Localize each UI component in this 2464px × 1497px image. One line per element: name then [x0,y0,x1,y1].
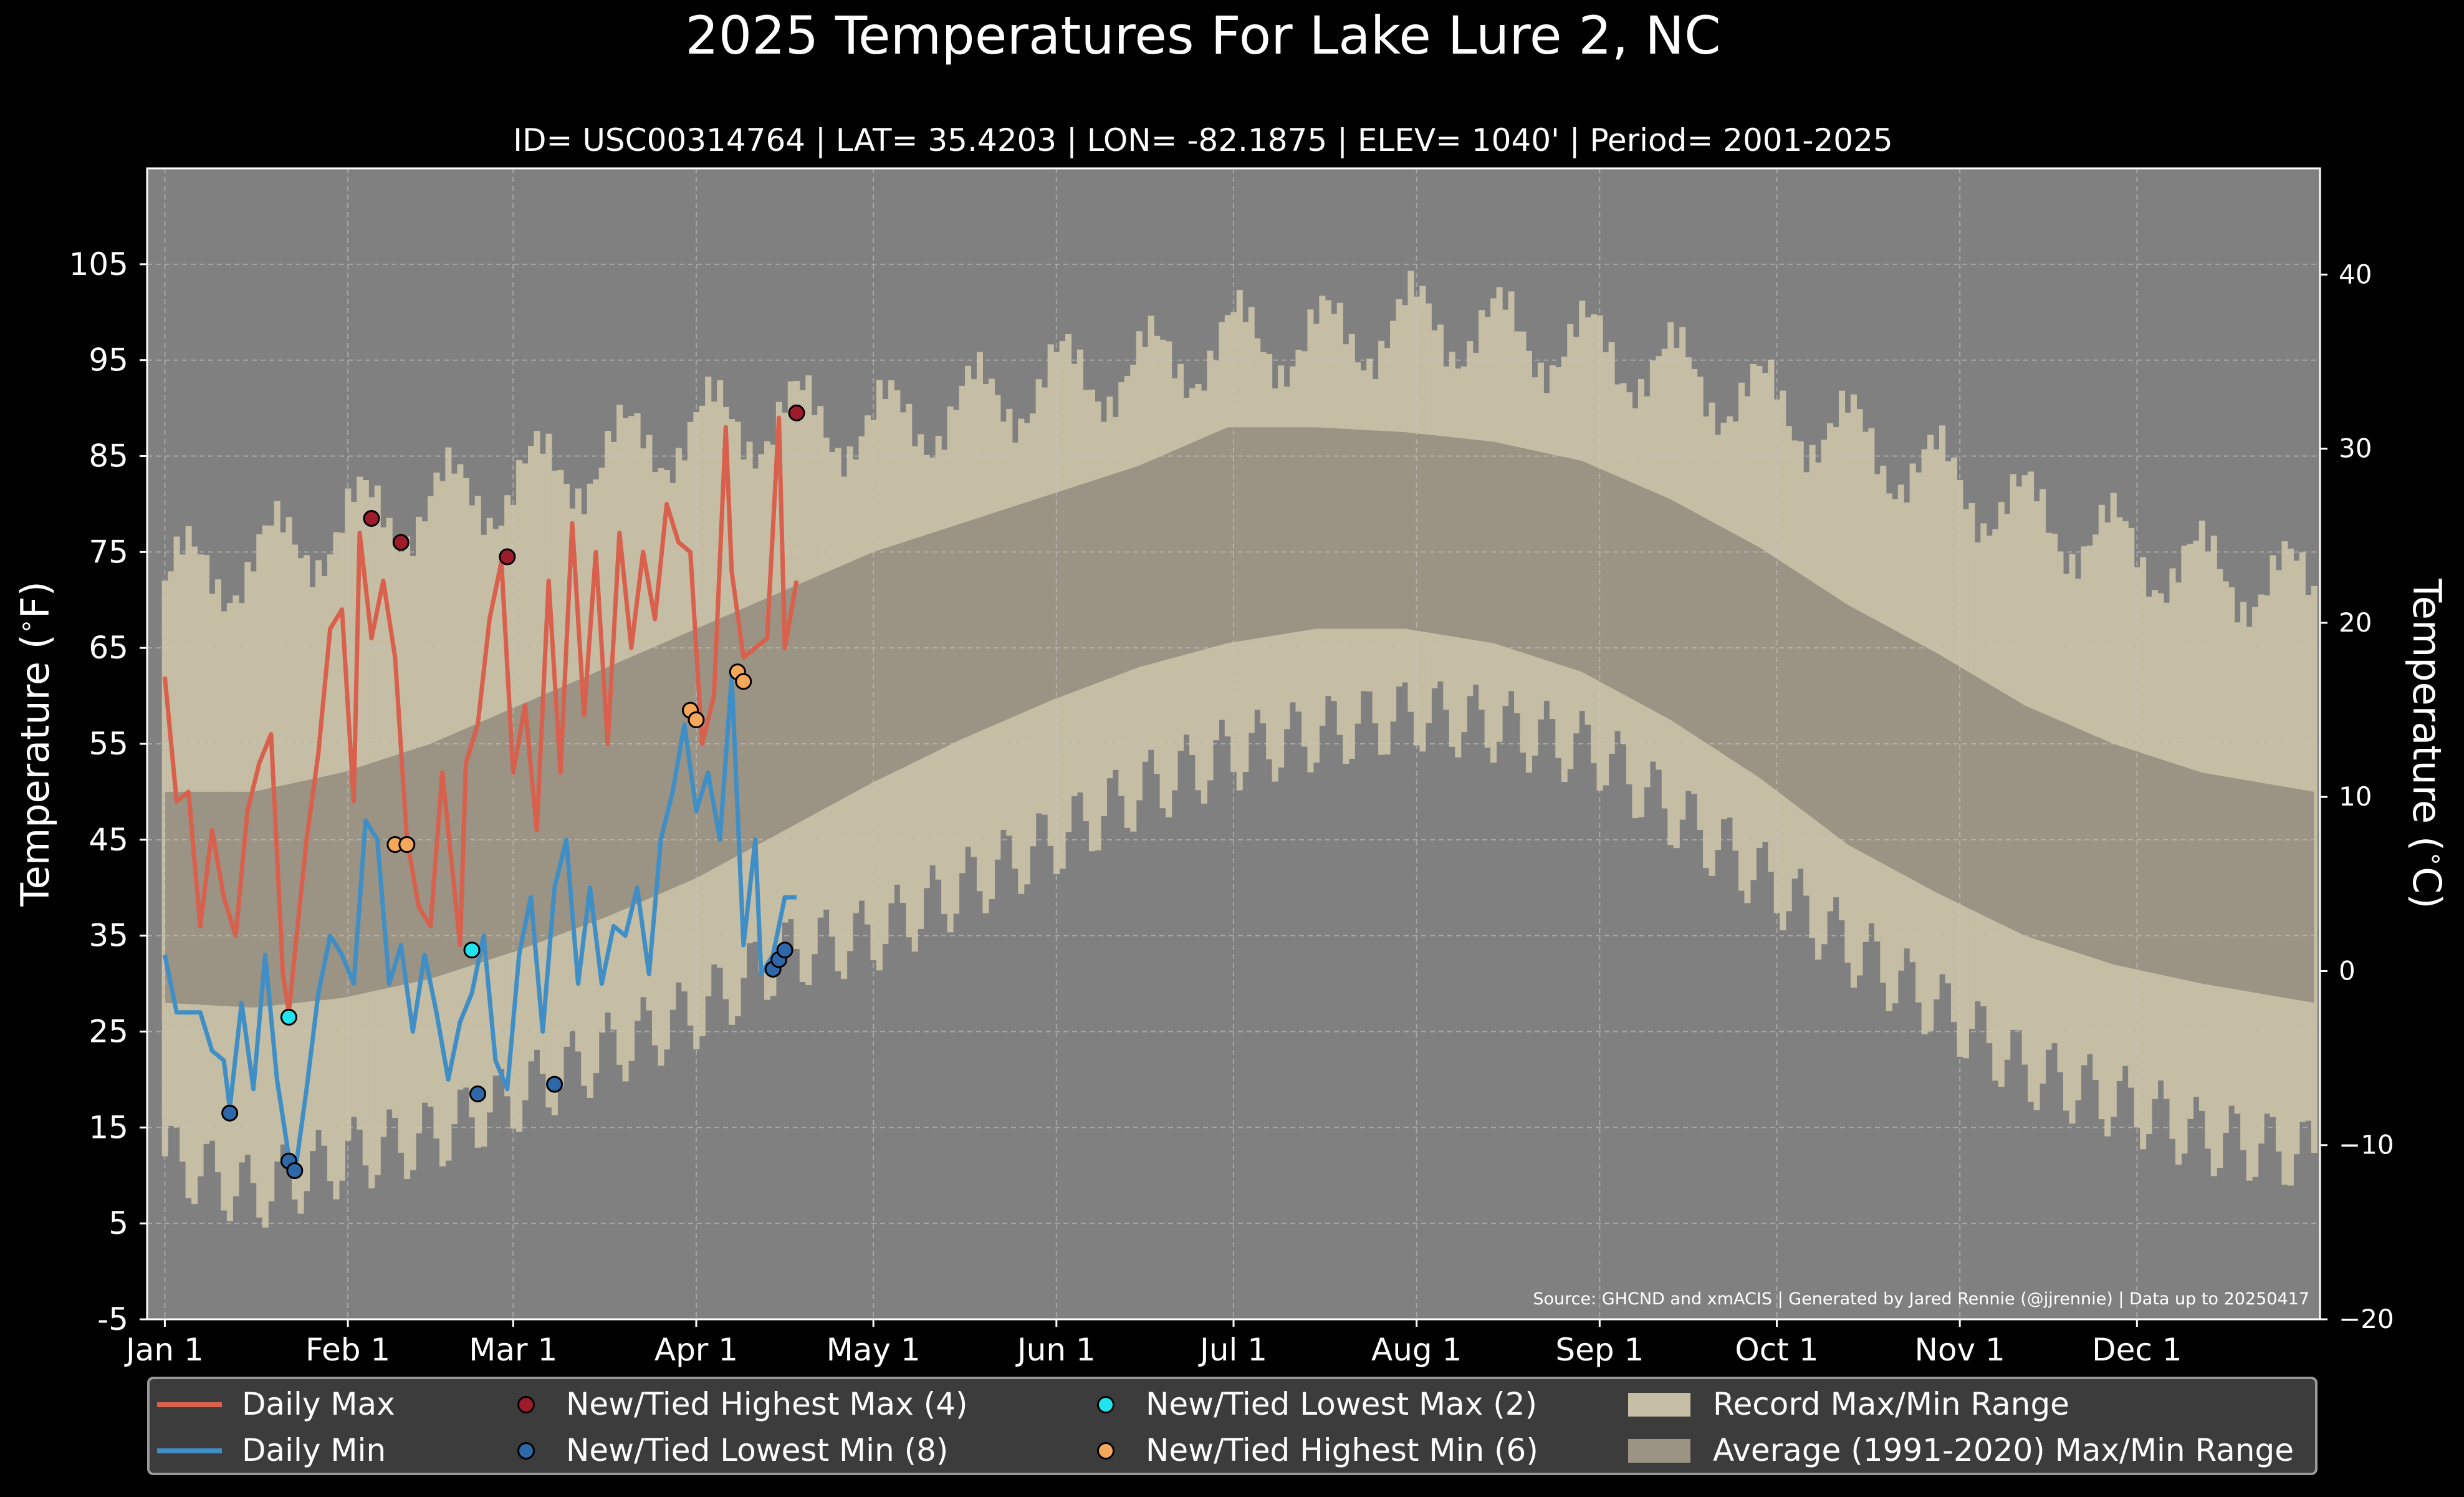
legend-marker-low-max [1097,1396,1115,1413]
legend-marker-high-max [517,1396,535,1413]
highest-min-marker [735,673,752,690]
lowest-min-marker [546,1076,563,1093]
legend-item-record-range: Record Max/Min Range [1621,1384,2069,1424]
legend-item-average-range: Average (1991-2020) Max/Min Range [1621,1430,2294,1470]
daily-min-line [162,674,797,1178]
x-tick-label: Sep 1 [1555,1332,1644,1368]
legend-swatch-record-range [1628,1393,1690,1417]
lowest-max-marker [280,1008,297,1026]
x-tick-label: Jul 1 [1198,1332,1267,1368]
highest-min-marker [398,836,416,854]
y2-tick-label: 40 [2339,259,2372,289]
legend-label-low-min: New/Tied Lowest Min (8) [566,1432,949,1468]
y-tick-label: 45 [89,822,128,858]
x-tick-label: Aug 1 [1371,1332,1462,1368]
y-tick-label: 55 [89,726,128,762]
x-tick-label: Jun 1 [1015,1332,1096,1368]
legend-marker-low-min [517,1442,535,1460]
record-range-bar [2311,585,2318,1153]
y-axis-label: Temperature (∘F) [12,581,58,907]
legend-label-high-max: New/Tied Highest Max (4) [566,1386,968,1422]
y2-axis-label: Temperature (∘C) [2404,578,2450,908]
lowest-min-marker [221,1104,239,1122]
legend-marker-high-min [1097,1442,1115,1460]
legend-swatch-average-range [1628,1439,1690,1463]
lowest-min-marker [469,1085,486,1102]
x-tick-label: Jan 1 [124,1332,204,1368]
daily-max-line [162,415,799,1015]
chart-subtitle: ID= USC00314764 | LAT= 35.4203 | LON= -8… [513,122,1893,158]
x-tick-label: Apr 1 [654,1332,738,1368]
legend-item-low-max: New/Tied Lowest Max (2) [1053,1384,1537,1424]
legend-label-daily-max: Daily Max [242,1386,395,1422]
highest-max-marker [499,548,516,566]
legend-label-high-min: New/Tied Highest Min (6) [1146,1432,1538,1468]
y2-tick-label: −10 [2339,1130,2394,1160]
legend-label-low-max: New/Tied Lowest Max (2) [1146,1386,1538,1422]
y-tick-label: 15 [89,1109,128,1145]
y-tick-label: 105 [69,246,128,282]
y-tick-label: 25 [89,1014,128,1050]
legend-label-record-range: Record Max/Min Range [1713,1386,2069,1422]
y2-tick-label: 30 [2339,433,2372,464]
x-tick-label: Nov 1 [1915,1332,2005,1368]
y-tick-label: 5 [108,1205,128,1241]
y2-tick-label: −20 [2339,1304,2394,1334]
highest-max-marker [788,404,805,421]
legend-item-low-min: New/Tied Lowest Min (8) [474,1430,948,1470]
source-note: Source: GHCND and xmACIS | Generated by … [1533,1289,2309,1309]
y2-tick-label: 20 [2339,607,2372,638]
chart-legend: Daily Max Daily Min New/Tied Highest Max… [147,1377,2318,1475]
legend-swatch-daily-max [157,1402,222,1407]
chart-title: 2025 Temperatures For Lake Lure 2, NC [685,5,1721,66]
y-tick-label: 95 [89,342,128,378]
highest-max-marker [392,534,410,551]
lowest-min-marker [286,1162,304,1180]
legend-swatch-daily-min [157,1448,222,1453]
x-tick-label: Mar 1 [469,1332,557,1368]
legend-label-daily-min: Daily Min [242,1432,386,1468]
legend-label-average-range: Average (1991-2020) Max/Min Range [1713,1432,2294,1468]
y-tick-label: 85 [89,438,128,474]
legend-item-high-min: New/Tied Highest Min (6) [1053,1430,1538,1470]
legend-item-high-max: New/Tied Highest Max (4) [474,1384,968,1424]
y2-tick-label: 10 [2339,781,2372,812]
x-tick-label: May 1 [827,1332,921,1368]
highest-max-marker [363,509,380,527]
legend-item-daily-min: Daily Min [150,1430,386,1470]
legend-item-daily-max: Daily Max [150,1384,395,1424]
y-tick-label: 35 [89,918,128,954]
x-tick-label: Oct 1 [1735,1332,1818,1368]
lowest-min-marker [776,941,793,959]
y-tick-label: 65 [89,630,128,666]
y2-tick-label: 0 [2339,955,2356,986]
highest-min-marker [688,711,705,729]
x-tick-label: Dec 1 [2092,1332,2182,1368]
y-tick-label: 75 [89,534,128,570]
y-tick-label: -5 [97,1301,128,1337]
x-tick-label: Feb 1 [305,1332,390,1368]
lowest-max-marker [463,941,481,959]
